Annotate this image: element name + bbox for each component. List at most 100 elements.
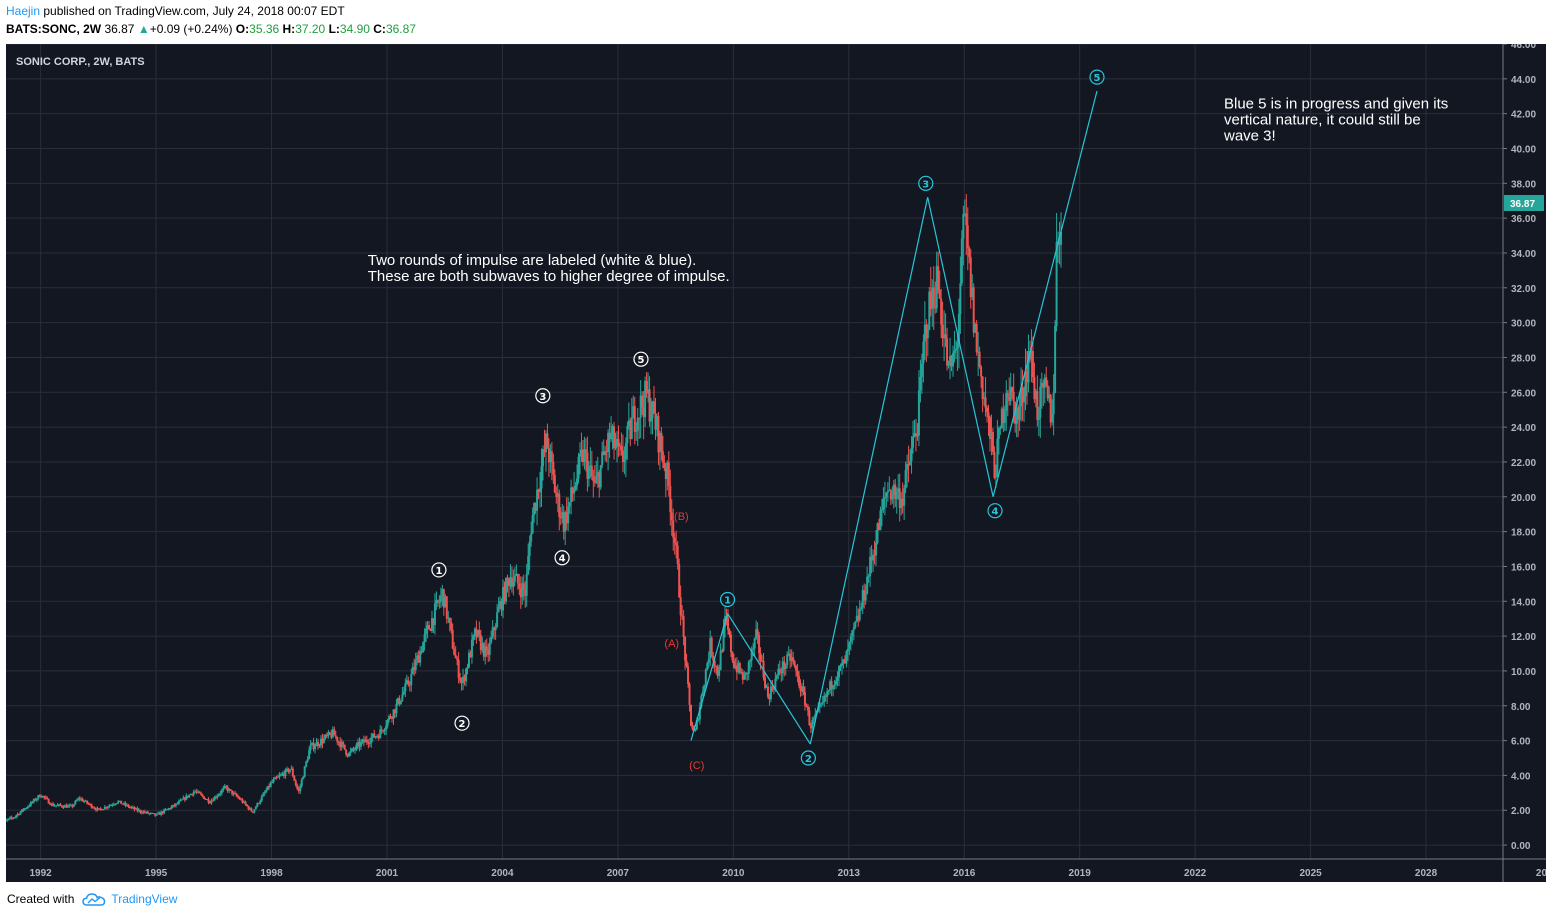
candle-body [832,685,835,690]
tradingview-link[interactable]: TradingView [82,892,177,906]
candle-body [892,484,895,495]
x-tick-label: 2010 [722,868,745,879]
candle-body [846,648,849,652]
candle-body [453,648,456,655]
candle-body [951,353,954,367]
candle-body [314,746,317,750]
x-tick-label: 1995 [145,868,168,879]
candle-body [433,603,436,626]
candle-body [504,578,507,602]
candle-body [984,397,987,408]
candle-body [932,287,935,308]
candle-body [422,642,425,653]
candle-body [217,794,220,796]
candle-body [842,659,845,664]
candle-body [682,616,685,637]
candle-body [318,745,321,747]
candle-body [888,490,891,492]
symbol-bar: BATS:SONC, 2W 36.87 ▲+0.09 (+0.24%) O:35… [6,21,416,37]
candle-body [288,769,291,772]
candle-body [198,791,201,794]
candle-body [237,796,240,798]
candle-body [140,812,143,814]
created-with-text: Created with [7,892,75,906]
candle-body [206,799,209,801]
candle-body [10,817,13,819]
candle-body [638,417,641,419]
time-axis[interactable]: 1992 1995 1998 2001 2004 2007 2010 2013 2016 2019… [6,858,1546,879]
candle-body [1048,394,1051,399]
price-chart[interactable]: 1 2 3 4 5 1 2 3 4 5 (A) (B) (C) Two rounds of impulse… [6,44,1546,882]
candle-body [23,808,26,810]
candle-body [330,734,333,738]
candle-body [604,451,607,456]
candle-body [835,680,838,685]
price-axis[interactable]: 0.00 2.00 4.00 6.00 8.00 10.00 12.00 14.00 16.00… [1502,44,1544,882]
candle-body [416,655,419,661]
x-tick-label: 2019 [1069,868,1092,879]
wave-circle [1089,69,1105,85]
candle-body [266,786,269,791]
candle-body [959,283,962,315]
candle-body [65,805,68,808]
last-price-tag [1504,194,1544,211]
candle-body [362,739,365,743]
tradingview-brand: TradingView [111,892,178,906]
candle-body [667,462,670,486]
candle-body [798,675,801,686]
white-wave-label-4: 4 [554,550,570,566]
candle-body [35,798,38,801]
candle-body [966,225,969,248]
candle-body [898,488,901,508]
candle-body [589,465,592,467]
candle-body [687,666,690,684]
candle-body [722,626,725,651]
candle-body [968,247,971,258]
candle-body [114,803,117,805]
candle-body [133,807,136,810]
candle-body [450,622,453,630]
candle-body [703,684,706,692]
candle-body [272,779,275,782]
candle-body [56,805,59,807]
candle-body [937,266,940,291]
candle-body [75,800,78,802]
y-tick-label: 24.00 [1511,423,1536,434]
candle-body [633,406,636,432]
candle-body [484,646,487,657]
candle-body [676,545,679,564]
candle-body [965,213,968,226]
y-tick-label: 44.00 [1511,75,1536,86]
candle-body [792,657,795,662]
candle-body [675,542,678,546]
cloud-icon [82,893,106,906]
candle-body [485,646,488,651]
candle-body [368,742,371,744]
candle-body [420,650,423,653]
candle-body [386,719,389,726]
candle-body [987,412,990,418]
y-tick-label: 26.00 [1511,388,1536,399]
candle-body [430,618,433,631]
candle-body [309,744,312,751]
candle-body [164,809,167,811]
candle-body [605,451,608,453]
candle-body [63,805,66,808]
candle-body [57,804,60,806]
author-link[interactable]: Haejin [6,4,41,18]
candle-body [149,812,152,814]
wave-circle [719,591,736,608]
candle-body [741,672,744,680]
candle-body [806,706,809,711]
annotation-line: Two rounds of impulse are labeled (white… [368,252,697,269]
candle-body [1003,410,1006,423]
candle-body [389,716,392,718]
candle-body [201,794,204,797]
candle-body [396,697,399,704]
candle-body [997,428,1000,439]
candle-body [672,520,675,538]
candle-body [506,578,509,581]
candle-body [642,407,645,418]
candle-body [780,671,783,674]
candle-body [497,606,500,613]
